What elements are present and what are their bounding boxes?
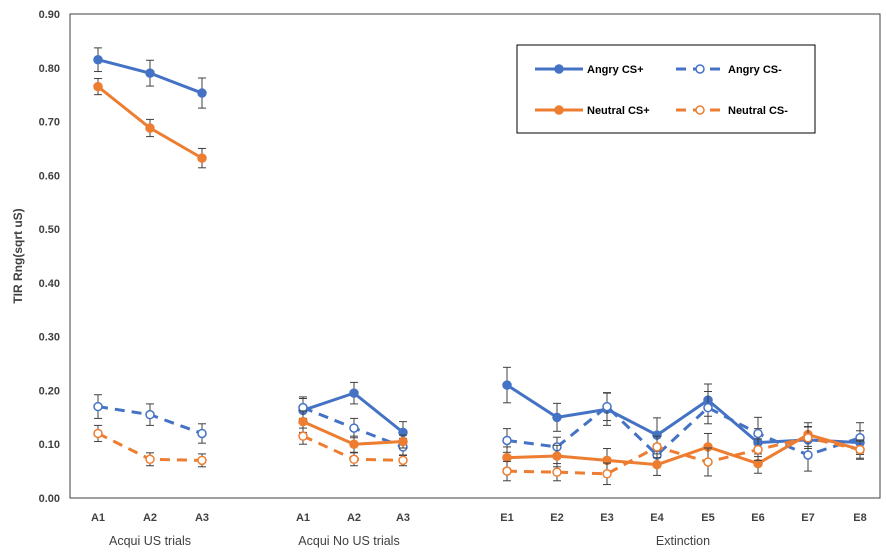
x-tick-label: A1: [91, 512, 105, 524]
x-tick-label: A3: [396, 512, 410, 524]
legend-box: [516, 44, 816, 134]
x-tick-label: E5: [701, 512, 714, 524]
data-point: [349, 439, 359, 449]
data-point: [502, 435, 512, 446]
legend: Angry CS+ Angry CS- Neutral CS+ Neutral CS-: [516, 44, 816, 134]
x-tick-label: E4: [650, 512, 664, 524]
plot-frame: [69, 13, 881, 499]
y-tick-label: 0.60: [39, 170, 60, 182]
data-point: [552, 412, 562, 423]
data-point: [652, 442, 662, 452]
data-point: [145, 68, 155, 78]
legend-label: Angry CS-: [728, 64, 782, 76]
x-axis-group-labels: Acqui US trials Acqui No US trials Extinct…: [109, 534, 710, 548]
data-point: [145, 409, 155, 420]
y-tick-label: 0.80: [39, 63, 60, 75]
data-point: [552, 451, 562, 461]
y-tick-label: 0.20: [39, 385, 60, 397]
legend-marker: [695, 64, 705, 74]
series-neutral-cs-plus: [93, 78, 865, 476]
x-tick-label: A2: [347, 512, 361, 524]
data-point: [197, 153, 207, 163]
data-point: [652, 459, 662, 470]
data-point: [602, 469, 612, 479]
y-tick-label: 0.50: [39, 224, 60, 236]
series-line: [506, 433, 861, 467]
data-point: [855, 444, 865, 455]
x-tick-label: E3: [600, 512, 613, 524]
legend-label: Angry CS+: [587, 64, 644, 76]
legend-marker: [695, 105, 705, 115]
data-point: [349, 454, 359, 465]
data-point: [552, 467, 562, 477]
y-tick-label: 0.90: [39, 9, 60, 21]
data-point: [703, 402, 713, 413]
x-tick-label: E2: [550, 512, 563, 524]
data-point: [502, 466, 512, 476]
data-point: [398, 455, 408, 466]
data-point: [298, 416, 308, 427]
data-point: [803, 450, 813, 460]
data-point: [145, 454, 155, 465]
data-point: [753, 444, 763, 455]
data-point: [398, 436, 408, 447]
data-point: [349, 388, 359, 398]
x-tick-label: A3: [195, 512, 209, 524]
legend-marker: [554, 105, 564, 115]
x-tick-label: E7: [801, 512, 814, 524]
data-point: [602, 401, 612, 412]
x-group-label: Acqui No US trials: [298, 534, 399, 548]
x-tick-label: E8: [853, 512, 866, 524]
series-line: [506, 436, 861, 476]
legend-label: Neutral CS+: [587, 105, 650, 117]
series-lines: [93, 47, 865, 486]
data-point: [93, 428, 103, 439]
x-axis-ticks: A1 A2 A3 A1 A2 A3 E1 E2 E3 E4 E5 E6 E7 E8: [91, 512, 867, 524]
x-tick-label: E1: [500, 512, 513, 524]
y-tick-label: 0.30: [39, 332, 60, 344]
x-group-label: Extinction: [656, 534, 710, 548]
data-point: [197, 88, 207, 98]
legend-marker: [554, 64, 564, 74]
x-tick-label: A1: [296, 512, 310, 524]
data-point: [197, 455, 207, 466]
data-point: [349, 423, 359, 433]
data-point: [93, 81, 103, 92]
x-group-label: Acqui US trials: [109, 534, 191, 548]
data-point: [753, 428, 763, 439]
y-tick-label: 0.00: [39, 493, 60, 505]
x-tick-label: A2: [143, 512, 157, 524]
data-point: [502, 380, 512, 390]
data-point: [502, 452, 512, 463]
data-point: [803, 433, 813, 443]
data-point: [197, 428, 207, 439]
y-tick-label: 0.10: [39, 439, 60, 451]
y-axis-label: TIR Rng(sqrt uS): [11, 208, 25, 303]
y-tick-label: 0.70: [39, 117, 60, 129]
data-point: [93, 401, 103, 412]
data-point: [703, 457, 713, 467]
data-point: [145, 123, 155, 133]
y-axis-ticks: 0.00 0.10 0.20 0.30 0.40 0.50 0.60 0.70 0.80 0.90: [39, 9, 60, 505]
x-tick-label: E6: [751, 512, 764, 524]
legend-label: Neutral CS-: [728, 105, 788, 117]
data-point: [298, 431, 308, 441]
data-point: [93, 54, 103, 65]
y-tick-label: 0.40: [39, 278, 60, 290]
series-neutral-cs-minus: [93, 424, 865, 486]
